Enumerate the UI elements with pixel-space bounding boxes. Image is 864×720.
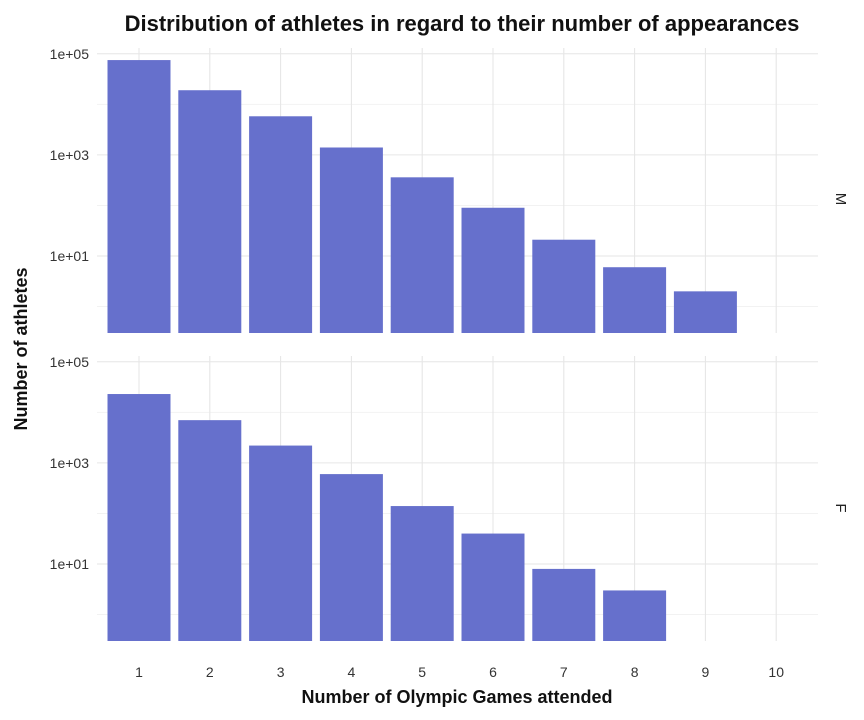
bar-m-7	[532, 239, 596, 333]
facet-panel-f: 1e+05 1e+03 1e+01 F	[50, 354, 849, 641]
y-tick-label: 1e+01	[50, 556, 90, 572]
y-tick-label: 1e+03	[50, 455, 90, 471]
x-tick-label: 2	[206, 664, 214, 680]
facet-label-f: F	[832, 503, 849, 512]
bar-m-8	[603, 267, 667, 333]
bar-f-6	[461, 533, 525, 641]
x-tick-label: 10	[768, 664, 784, 680]
y-tick-label: 1e+01	[50, 248, 90, 264]
bar-f-4	[319, 474, 383, 641]
bar-m-2	[178, 90, 242, 333]
chart-title: Distribution of athletes in regard to th…	[125, 11, 800, 36]
x-tick-label: 3	[277, 664, 285, 680]
x-tick-label: 9	[702, 664, 710, 680]
bar-m-9	[673, 291, 737, 333]
bar-f-7	[532, 568, 596, 641]
y-tick-label: 1e+03	[50, 147, 90, 163]
bar-f-2	[178, 420, 242, 641]
bar-f-3	[249, 445, 313, 641]
x-tick-label: 7	[560, 664, 568, 680]
bar-m-1	[107, 60, 171, 334]
y-axis-title: Number of athletes	[11, 267, 31, 430]
bar-m-5	[390, 177, 454, 333]
bar-f-5	[390, 506, 454, 641]
x-tick-label: 8	[631, 664, 639, 680]
facets-layer: 1e+05 1e+03 1e+01 M 1e+05 1e+03 1e+01 F 1 2 3 4 5 6 7 8…	[50, 46, 849, 680]
facet-label-m: M	[832, 193, 849, 206]
bar-m-3	[249, 116, 313, 334]
bar-m-4	[319, 147, 383, 333]
facet-panel-m: 1e+05 1e+03 1e+01 M	[50, 46, 849, 334]
x-tick-label: 6	[489, 664, 497, 680]
bar-m-6	[461, 207, 525, 333]
y-tick-label: 1e+05	[50, 46, 90, 62]
x-axis-title: Number of Olympic Games attended	[301, 687, 612, 707]
x-tick-label: 5	[418, 664, 426, 680]
bar-f-8	[603, 590, 667, 641]
x-tick-label: 4	[348, 664, 356, 680]
bar-f-1	[107, 394, 171, 641]
x-tick-label: 1	[135, 664, 143, 680]
y-tick-label: 1e+05	[50, 354, 90, 370]
